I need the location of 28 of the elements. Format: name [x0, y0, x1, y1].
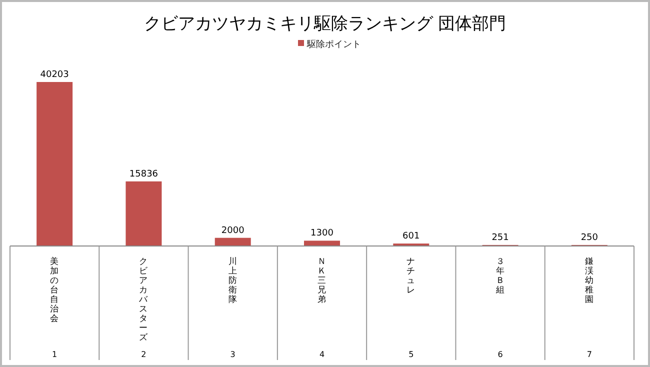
x-tick-label: ＮＫ三兄弟 — [318, 257, 326, 305]
legend: 駆除ポイント — [298, 40, 361, 50]
data-label: 15836 — [129, 169, 158, 180]
data-label: 40203 — [40, 70, 69, 80]
bar — [304, 240, 340, 246]
text: 7 — [586, 350, 592, 359]
data-label: 601 — [402, 232, 420, 242]
category-label: クビアカバスターズ — [139, 257, 148, 343]
legend-label: 駆除ポイント — [306, 39, 361, 50]
bar — [126, 181, 162, 246]
data-label: 1300 — [310, 228, 334, 239]
text: 6 — [498, 350, 503, 359]
bar — [36, 82, 73, 246]
data-label: 2000 — [221, 226, 245, 236]
x-tick-label: 鎌渓幼稚園 — [584, 256, 594, 305]
bar — [214, 238, 251, 246]
x-tick-label: 美加の台自治会 — [50, 256, 60, 324]
x-tick-label: ３年Ｂ組 — [494, 257, 505, 296]
text: 2 — [141, 350, 146, 359]
text: 3 — [230, 350, 236, 359]
x-tick-label: 川上防衛隊 — [228, 256, 238, 305]
text: 1 — [52, 350, 58, 359]
text: 4 — [319, 350, 325, 359]
data-label: 251 — [492, 232, 509, 243]
x-tick-label: ナチュレ — [406, 257, 416, 296]
text: 5 — [408, 350, 414, 359]
chart-title: クビアカツヤカミキリ駆除ランキング 団体部門 — [144, 14, 506, 34]
data-label: 250 — [580, 232, 598, 243]
